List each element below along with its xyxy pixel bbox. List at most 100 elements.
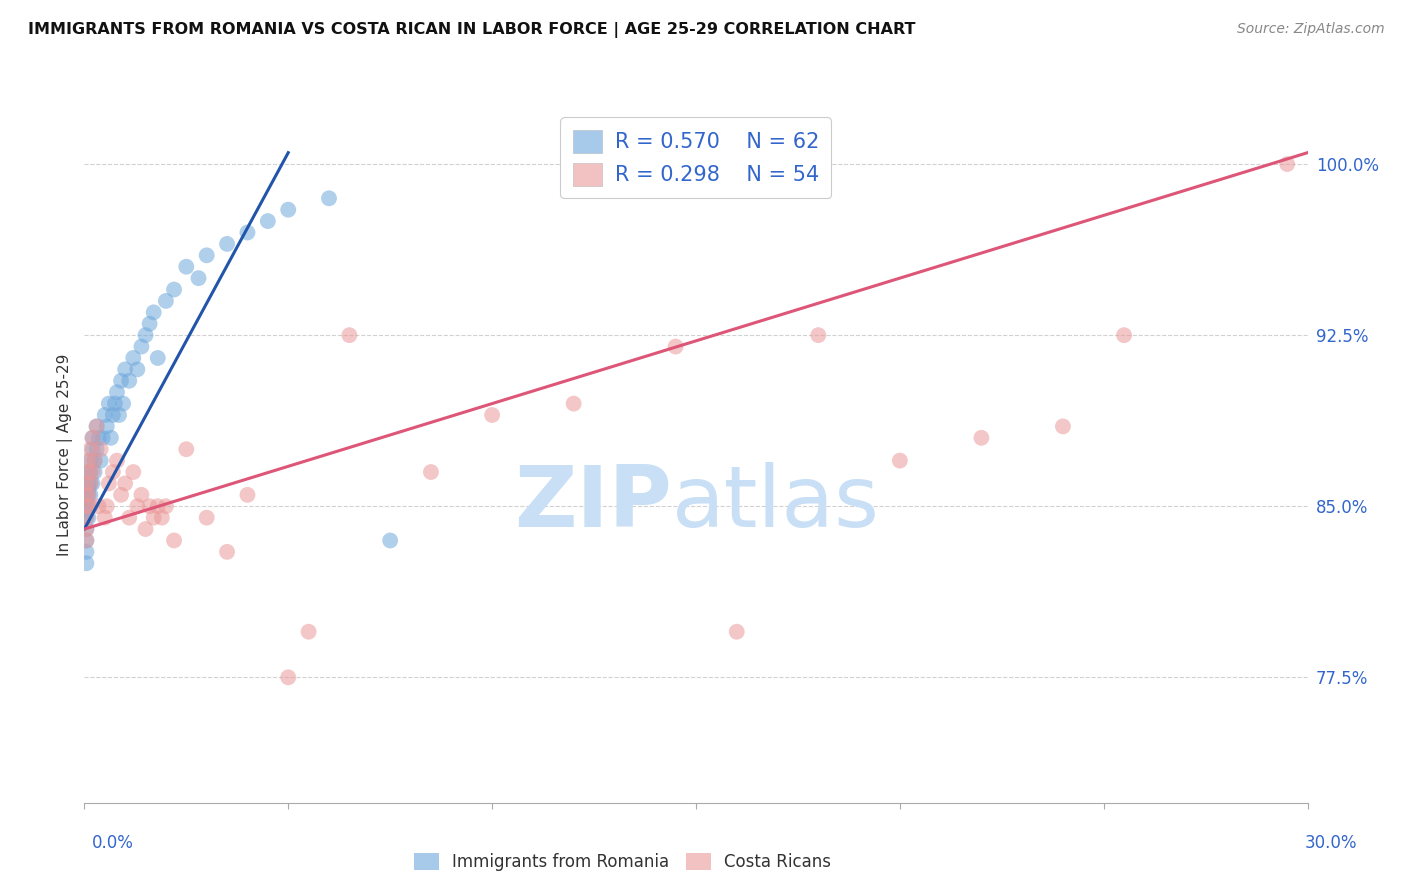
Point [562, 396, 585, 410]
Point [138, 500, 160, 514]
Point [90, 442, 112, 457]
Point [97, 476, 120, 491]
Legend: Immigrants from Romania, Costa Ricans: Immigrants from Romania, Costa Ricans [408, 847, 838, 878]
Point [807, 328, 830, 343]
Point [217, 236, 239, 251]
Point [75, 476, 97, 491]
Point [75, 488, 97, 502]
Point [420, 465, 443, 479]
Point [1277, 157, 1299, 171]
Point [146, 351, 169, 365]
Point [665, 340, 688, 354]
Point [93, 408, 117, 422]
Point [75, 510, 97, 524]
Point [163, 283, 186, 297]
Point [75, 533, 97, 548]
Point [118, 374, 141, 388]
Point [75, 500, 97, 514]
Point [195, 248, 218, 262]
Point [101, 465, 124, 479]
Point [79, 453, 101, 467]
Point [339, 328, 361, 343]
Point [77, 476, 100, 491]
Point [83, 465, 105, 479]
Point [75, 494, 97, 508]
Point [142, 510, 165, 524]
Point [138, 317, 160, 331]
Point [75, 522, 97, 536]
Point [725, 624, 748, 639]
Point [122, 465, 145, 479]
Point [195, 510, 218, 524]
Point [127, 500, 149, 514]
Point [83, 453, 105, 467]
Point [110, 488, 132, 502]
Point [110, 374, 132, 388]
Point [277, 202, 299, 217]
Point [163, 533, 186, 548]
Point [86, 419, 108, 434]
Point [481, 408, 503, 422]
Point [135, 328, 157, 343]
Point [100, 431, 122, 445]
Point [298, 624, 321, 639]
Point [257, 214, 280, 228]
Point [86, 419, 108, 434]
Point [187, 271, 209, 285]
Point [75, 510, 97, 524]
Text: ZIP: ZIP [513, 462, 672, 545]
Point [112, 396, 135, 410]
Point [97, 396, 120, 410]
Point [1114, 328, 1136, 343]
Point [889, 453, 911, 467]
Point [75, 522, 97, 536]
Point [77, 488, 100, 502]
Point [96, 500, 118, 514]
Point [87, 431, 110, 445]
Point [75, 504, 97, 518]
Point [135, 522, 157, 536]
Point [79, 500, 101, 514]
Point [114, 362, 136, 376]
Point [77, 510, 100, 524]
Point [77, 500, 100, 514]
Point [131, 340, 153, 354]
Point [77, 481, 100, 495]
Y-axis label: In Labor Force | Age 25-29: In Labor Force | Age 25-29 [58, 354, 73, 556]
Point [131, 488, 153, 502]
Point [82, 465, 104, 479]
Point [90, 453, 112, 467]
Point [236, 488, 259, 502]
Point [318, 191, 340, 205]
Text: IMMIGRANTS FROM ROMANIA VS COSTA RICAN IN LABOR FORCE | AGE 25-29 CORRELATION CH: IMMIGRANTS FROM ROMANIA VS COSTA RICAN I… [28, 22, 915, 38]
Point [118, 510, 141, 524]
Point [787, 157, 810, 171]
Point [155, 293, 177, 308]
Point [79, 476, 101, 491]
Point [970, 431, 993, 445]
Point [174, 442, 197, 457]
Point [83, 453, 105, 467]
Point [82, 476, 104, 491]
Point [96, 419, 118, 434]
Point [82, 442, 104, 457]
Point [122, 351, 145, 365]
Point [75, 500, 97, 514]
Text: 0.0%: 0.0% [91, 834, 134, 852]
Point [77, 465, 100, 479]
Point [82, 431, 104, 445]
Point [108, 408, 131, 422]
Point [75, 476, 97, 491]
Point [86, 442, 108, 457]
Point [79, 488, 101, 502]
Point [105, 453, 128, 467]
Text: Source: ZipAtlas.com: Source: ZipAtlas.com [1237, 22, 1385, 37]
Point [75, 545, 97, 559]
Point [236, 226, 259, 240]
Point [77, 488, 100, 502]
Point [217, 545, 239, 559]
Point [77, 453, 100, 467]
Point [277, 670, 299, 684]
Point [174, 260, 197, 274]
Point [101, 408, 124, 422]
